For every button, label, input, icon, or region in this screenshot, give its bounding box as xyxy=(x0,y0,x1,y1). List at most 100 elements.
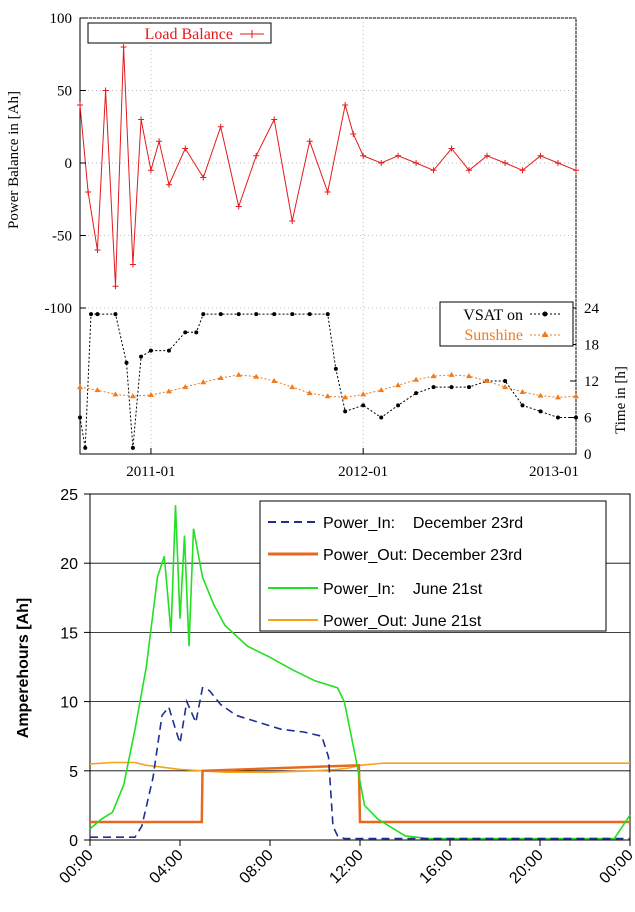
vsat-point xyxy=(218,312,223,317)
bottom-series-line-0 xyxy=(90,686,630,840)
sunshine-point xyxy=(129,393,136,399)
vsat-point xyxy=(290,312,295,317)
bottom-x-tick-label: 08:00 xyxy=(236,847,276,887)
load-balance-chart: 100 50 0 -50 -100 24 18 12 6 0 2011-01 2012-01 2013-… xyxy=(6,11,629,480)
sunshine-point xyxy=(573,393,579,399)
top-y-tick-label: -50 xyxy=(52,229,72,245)
bottom-x-tick-label: 04:00 xyxy=(146,847,186,887)
vsat-point xyxy=(148,348,153,353)
vsat-point xyxy=(414,391,419,396)
bottom-y-tick-label: 20 xyxy=(60,556,78,573)
sunshine-point xyxy=(378,387,385,393)
sunshine-point xyxy=(253,373,260,379)
top-axes: 100 50 0 -50 -100 24 18 12 6 0 2011-01 2012-01 2013-… xyxy=(45,11,600,480)
top-y2-tick-label: 12 xyxy=(584,374,599,390)
sunshine-point xyxy=(77,384,83,390)
bottom-x-tick-label: 20:00 xyxy=(506,847,546,887)
sunshine-point xyxy=(502,384,509,390)
top-y2-tick-label: 18 xyxy=(584,338,599,354)
top-y-tick-label: 50 xyxy=(57,84,72,100)
legend-load-balance-label: Load Balance xyxy=(145,26,233,43)
vsat-point xyxy=(194,330,199,335)
vsat-point xyxy=(272,312,277,317)
legend-power-in-jun-label: Power_In: June 21st xyxy=(323,581,483,598)
bottom-x-tick-label: 00:00 xyxy=(596,847,635,887)
sunshine-point xyxy=(94,387,101,393)
legend-vsat-label: VSAT on xyxy=(463,307,523,324)
sunshine-point xyxy=(430,373,437,379)
top-y-tick-label: 100 xyxy=(50,11,73,27)
vsat-point xyxy=(89,312,94,317)
sunshine-point xyxy=(165,388,172,394)
legend-power-out-jun-label: Power_Out: June 21st xyxy=(323,613,482,630)
bottom-series xyxy=(89,505,631,840)
bottom-y-tick-label: 15 xyxy=(60,625,78,642)
sunshine-point xyxy=(182,384,189,390)
vsat-point xyxy=(431,385,436,390)
vsat-point xyxy=(361,403,366,408)
top-y2-tick-label: 0 xyxy=(584,447,592,463)
vsat-point xyxy=(130,445,135,450)
vsat-point xyxy=(449,385,454,390)
vsat-point xyxy=(396,403,401,408)
vsat-point xyxy=(555,415,560,420)
vsat-point xyxy=(379,415,384,420)
vsat-point xyxy=(95,312,100,317)
vsat-point xyxy=(124,360,129,365)
sunshine-point xyxy=(395,382,402,388)
vsat-point xyxy=(343,409,348,414)
vsat-point xyxy=(467,385,472,390)
vsat-point xyxy=(503,379,508,383)
vsat-point xyxy=(325,312,330,317)
bottom-series-line-2 xyxy=(89,505,631,840)
vsat-point xyxy=(83,445,88,450)
legend-sunshine-label: Sunshine xyxy=(464,327,523,344)
vsat-point xyxy=(307,312,312,317)
sunshine-point xyxy=(413,376,420,382)
vsat-point xyxy=(78,415,82,420)
sunshine-point xyxy=(112,391,119,397)
vsat-point xyxy=(113,312,118,317)
sunshine-point xyxy=(235,371,242,377)
vsat-point xyxy=(538,409,543,414)
vsat-point xyxy=(520,403,525,408)
top-series xyxy=(77,44,579,450)
bottom-legend: Power_In: December 23rd Power_Out: Decem… xyxy=(259,500,607,632)
sunshine-point xyxy=(554,394,561,400)
vsat-point xyxy=(201,312,206,317)
sunshine-point xyxy=(289,384,296,390)
bottom-y-tick-label: 25 xyxy=(60,487,78,504)
sunshine-point xyxy=(217,374,224,380)
top-y2-tick-label: 6 xyxy=(584,411,592,427)
top-y2-tick-label: 24 xyxy=(584,301,600,317)
vsat-point xyxy=(183,330,188,335)
bottom-y-tick-label: 0 xyxy=(69,833,78,850)
legend-power-in-dec-label: Power_In: December 23rd xyxy=(323,515,523,532)
top-x-tick-label: 2013-01 xyxy=(529,464,579,480)
bottom-y-tick-label: 5 xyxy=(69,764,78,781)
bottom-y-axis-label: Amperehours [Ah] xyxy=(15,598,32,738)
vsat-point xyxy=(333,366,338,371)
legend-vsat-sunshine: VSAT on Sunshine xyxy=(439,301,574,347)
vsat-point xyxy=(139,354,144,359)
legend-load-balance: Load Balance xyxy=(87,22,272,44)
top-x-tick-label: 2012-01 xyxy=(338,464,388,480)
sunshine-point xyxy=(537,392,544,398)
sunshine-point xyxy=(484,378,491,383)
top-x-tick-label: 2011-01 xyxy=(126,464,175,480)
top-y-tick-label: 0 xyxy=(65,156,73,172)
bottom-x-tick-label: 00:00 xyxy=(56,847,96,887)
sunshine-point xyxy=(448,371,455,377)
sunshine-point xyxy=(200,379,207,385)
sunshine-point xyxy=(271,378,278,383)
top-y-axis-label: Power Balance in [Ah] xyxy=(6,91,22,229)
sunshine-point xyxy=(466,373,473,379)
bottom-x-tick-label: 16:00 xyxy=(416,847,456,887)
sunshine-point xyxy=(306,390,313,396)
sunshine-point xyxy=(147,391,154,397)
bottom-x-tick-label: 12:00 xyxy=(326,847,366,887)
vsat-point xyxy=(236,312,241,317)
vsat-point xyxy=(254,312,259,317)
vsat-point xyxy=(166,348,171,353)
amperehours-chart: 0 5 10 15 20 25 00:00 04:00 08:00 12:00 16:00 20:00… xyxy=(15,487,635,887)
